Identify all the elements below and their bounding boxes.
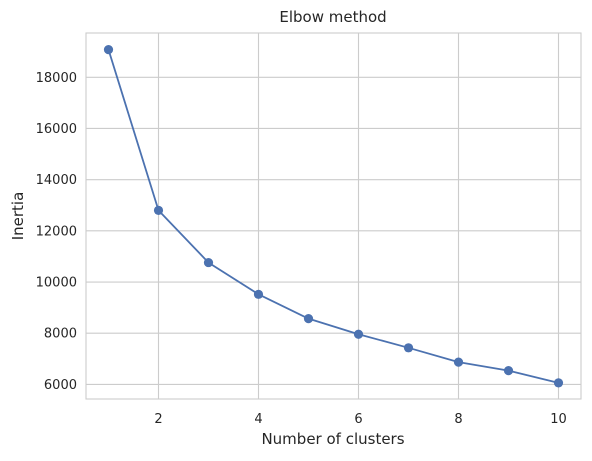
chart-title: Elbow method: [279, 8, 386, 26]
y-tick-label: 6000: [44, 378, 77, 393]
data-point: [253, 289, 264, 299]
y-tick-label: 8000: [44, 327, 77, 342]
y-axis-label: Inertia: [9, 192, 27, 241]
data-point: [453, 357, 464, 367]
y-axis-ticks: 6000 8000 10000 12000 14000 16000 18000: [36, 71, 77, 393]
x-tick-label: 10: [550, 412, 567, 427]
y-tick-label: 12000: [36, 224, 77, 239]
x-tick-label: 4: [254, 412, 262, 427]
data-point: [103, 45, 114, 55]
data-point: [203, 257, 214, 268]
y-tick-label: 18000: [36, 71, 77, 86]
series: [103, 45, 564, 388]
x-tick-label: 6: [354, 412, 362, 427]
y-tick-label: 14000: [36, 173, 77, 188]
y-tick-label: 10000: [36, 276, 77, 291]
data-point: [553, 378, 564, 388]
data-point: [403, 343, 414, 353]
y-tick-label: 16000: [36, 122, 77, 137]
series-line: [107, 49, 559, 384]
grid: [86, 33, 581, 399]
data-point: [503, 365, 514, 376]
x-axis-ticks: 2 4 6 8 10: [154, 412, 566, 427]
x-tick-label: 2: [154, 412, 162, 427]
plot-frame: [85, 32, 582, 400]
x-tick-label: 8: [454, 412, 462, 427]
x-axis-label: Number of clusters: [261, 430, 404, 448]
data-point: [303, 314, 314, 324]
data-point: [153, 205, 164, 215]
data-point: [353, 329, 364, 339]
